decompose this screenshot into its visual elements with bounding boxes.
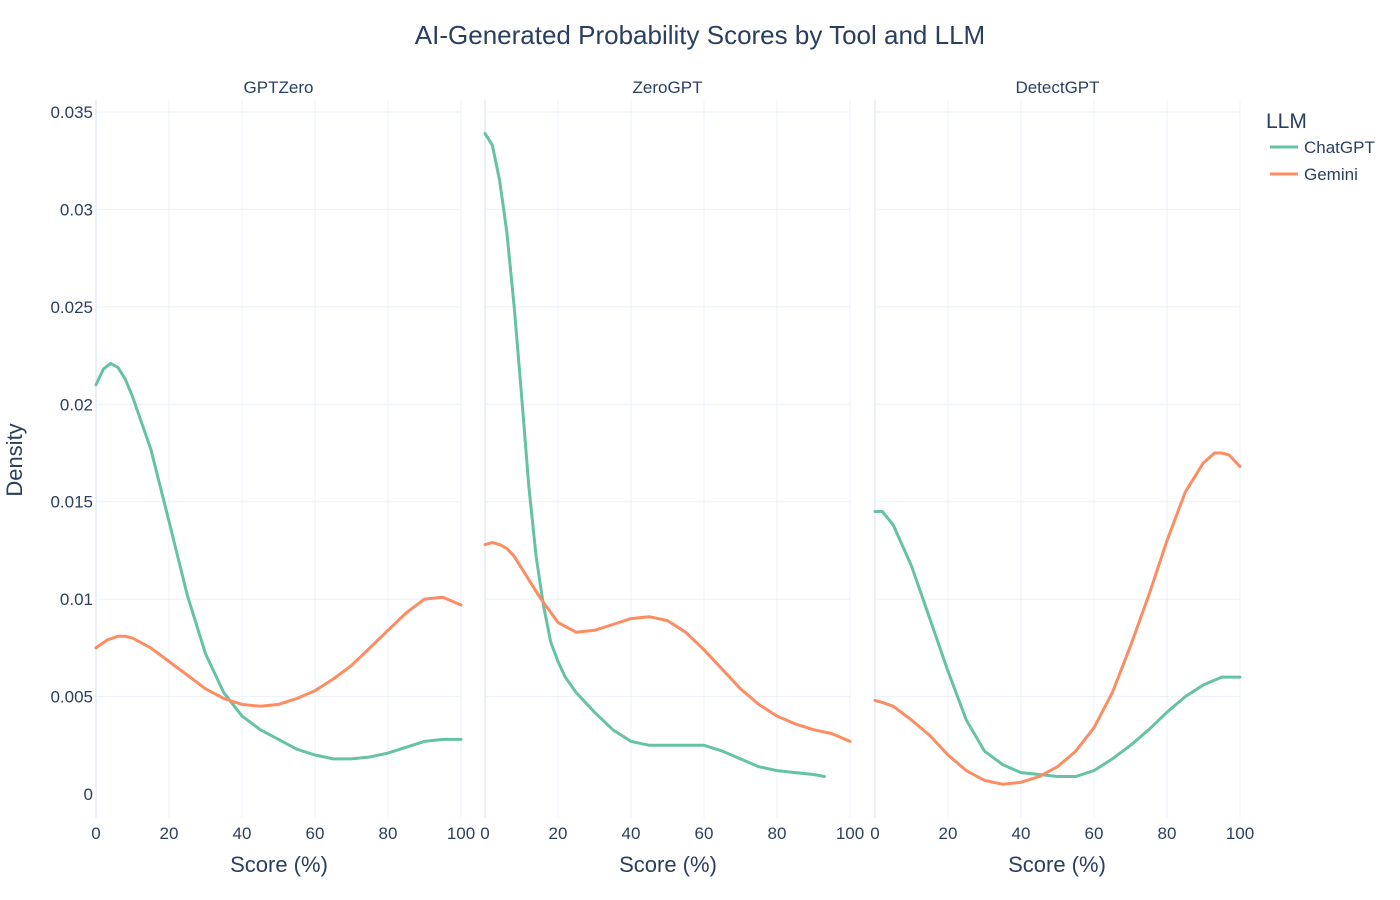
x-tick-label: 40 — [233, 824, 252, 843]
series-line-chatgpt-zerogpt[interactable] — [483, 131, 826, 778]
x-tick-label: 20 — [549, 824, 568, 843]
x-axis-title-detectgpt: Score (%) — [1008, 852, 1106, 877]
x-tick-label: 0 — [91, 824, 100, 843]
legend: LLM ChatGPT Gemini — [1266, 110, 1375, 184]
x-tick-label: 60 — [1085, 824, 1104, 843]
x-tick-label: 0 — [480, 824, 489, 843]
chart-title: AI-Generated Probability Scores by Tool … — [415, 20, 985, 50]
y-tick-label: 0.015 — [50, 493, 93, 512]
y-axis-title: Density — [2, 423, 27, 496]
x-axis-title-zerogpt: Score (%) — [619, 852, 717, 877]
series-line-gemini-gptzero[interactable] — [94, 595, 463, 708]
series-line-gemini-zerogpt[interactable] — [483, 541, 852, 743]
panel-zerogpt: ZeroGPT 0 20 40 60 80 100 — [480, 78, 864, 843]
x-tick-label: 100 — [836, 824, 864, 843]
x-tick-label: 100 — [1226, 824, 1254, 843]
x-tick-label: 80 — [1158, 824, 1177, 843]
x-tick-label: 40 — [622, 824, 641, 843]
x-tick-label: 80 — [768, 824, 787, 843]
panel-title-zerogpt: ZeroGPT — [633, 78, 703, 97]
x-tick-label: 60 — [695, 824, 714, 843]
x-tick-label: 20 — [160, 824, 179, 843]
legend-label-chatgpt[interactable]: ChatGPT — [1304, 138, 1375, 157]
y-tick-label: 0.025 — [50, 298, 93, 317]
x-tick-label: 40 — [1012, 824, 1031, 843]
series-line-gemini-detectgpt[interactable] — [873, 451, 1242, 786]
y-tick-label: 0 — [84, 785, 93, 804]
panel-detectgpt: DetectGPT 0 20 40 60 80 100 — [870, 78, 1254, 843]
y-tick-label: 0.03 — [60, 200, 93, 219]
x-axis-title-gptzero: Score (%) — [230, 852, 328, 877]
panels-layer: GPTZero 0 20 40 60 80 100 0 0.005 0.01 0.015 0.02 0.… — [50, 78, 1254, 843]
y-tick-label: 0.035 — [50, 103, 93, 122]
panel-gptzero: GPTZero 0 20 40 60 80 100 0 0.005 0.01 0.015 0.02 0.… — [50, 78, 475, 843]
y-tick-label: 0.02 — [60, 395, 93, 414]
legend-title: LLM — [1266, 110, 1307, 133]
panel-title-gptzero: GPTZero — [244, 78, 314, 97]
x-tick-label: 60 — [306, 824, 325, 843]
series-line-chatgpt-gptzero[interactable] — [94, 361, 463, 761]
y-tick-label: 0.005 — [50, 688, 93, 707]
panel-title-detectgpt: DetectGPT — [1015, 78, 1099, 97]
series-line-chatgpt-detectgpt[interactable] — [873, 510, 1242, 778]
x-tick-label: 80 — [379, 824, 398, 843]
x-tick-label: 0 — [870, 824, 879, 843]
x-tick-label: 20 — [939, 824, 958, 843]
y-tick-label: 0.01 — [60, 590, 93, 609]
legend-label-gemini[interactable]: Gemini — [1304, 165, 1358, 184]
x-tick-label: 100 — [447, 824, 475, 843]
